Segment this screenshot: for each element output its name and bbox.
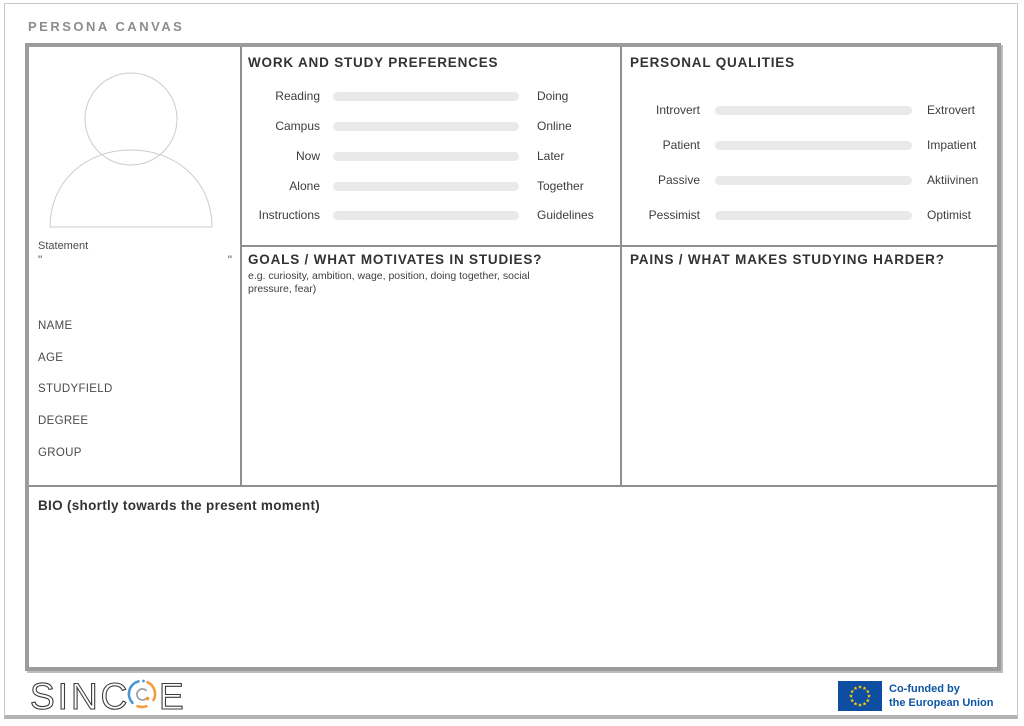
slider-label-left: Pessimist [648, 208, 700, 222]
goals-title: GOALS / WHAT MOTIVATES IN STUDIES? [248, 252, 543, 267]
divider-top-bottom [240, 245, 997, 247]
eu-flag-icon [838, 681, 882, 711]
bio-title: BIO (shortly towards the present moment) [38, 498, 321, 513]
slider-track[interactable] [333, 121, 519, 131]
slider-label-right: Aktiivinen [927, 173, 979, 187]
sincoe-logo-swirl-icon [127, 679, 157, 709]
slider-track[interactable] [715, 210, 912, 220]
slider-row-reading-doing: Reading Doing [242, 88, 620, 104]
slider-track[interactable] [715, 175, 912, 185]
slider-label-left: Alone [289, 179, 320, 193]
eu-funding-line1: Co-funded by [889, 683, 960, 695]
field-label-name: NAME [38, 320, 73, 332]
slider-row-patient-impatient: Patient Impatient [630, 137, 990, 153]
slider-label-right: Later [537, 149, 565, 163]
slider-row-alone-together: Alone Together [242, 178, 620, 194]
person-silhouette-icon [49, 72, 213, 228]
slider-row-now-later: Now Later [242, 148, 620, 164]
slider-label-right: Impatient [927, 138, 977, 152]
work-preferences-title: WORK AND STUDY PREFERENCES [248, 55, 499, 70]
pains-input-area[interactable] [626, 275, 994, 482]
pains-title: PAINS / WHAT MAKES STUDYING HARDER? [630, 252, 945, 267]
field-label-studyfield: STUDYFIELD [38, 383, 113, 395]
slider-row-introvert-extrovert: Introvert Extrovert [630, 102, 990, 118]
statement-input-area[interactable] [38, 265, 234, 315]
slider-label-left: Patient [662, 138, 700, 152]
eu-funding-line2: the European Union [889, 696, 994, 709]
slider-row-campus-online: Campus Online [242, 118, 620, 134]
slider-track[interactable] [715, 140, 912, 150]
page-border [4, 3, 1018, 719]
slider-label-left: Passive [657, 173, 700, 187]
personal-qualities-title: PERSONAL QUALITIES [630, 55, 795, 70]
slider-label-left: Now [295, 149, 320, 163]
persona-canvas: Statement " " NAME AGE STUDYFIELD DEGREE… [25, 43, 1001, 671]
slider-track[interactable] [333, 91, 519, 101]
slider-label-left: Introvert [655, 103, 700, 117]
slider-track[interactable] [715, 105, 912, 115]
slider-row-pessimist-optimist: Pessimist Optimist [630, 207, 990, 223]
slider-label-right: Together [537, 179, 584, 193]
slider-label-left: Instructions [258, 208, 320, 222]
quote-open: " [38, 253, 43, 267]
svg-text:E: E [159, 676, 184, 717]
sincoe-logo-text: SINC E [30, 676, 184, 718]
slider-track[interactable] [333, 181, 519, 191]
divider-left-middle [240, 47, 242, 485]
slider-label-right: Optimist [927, 208, 972, 222]
slider-track[interactable] [333, 151, 519, 161]
goals-subtitle: e.g. curiosity, ambition, wage, position… [248, 270, 530, 295]
slider-row-instructions-guidelines: Instructions Guidelines [242, 207, 620, 223]
field-label-group: GROUP [38, 447, 82, 459]
slider-label-right: Extrovert [927, 103, 976, 117]
goals-input-area[interactable] [244, 297, 618, 482]
quote-close: " [227, 253, 232, 267]
sincoe-logo: SINC E [30, 676, 184, 718]
divider-bio [29, 485, 997, 487]
slider-label-right: Guidelines [537, 208, 594, 222]
slider-label-right: Online [537, 119, 572, 133]
field-label-degree: DEGREE [38, 415, 89, 427]
bio-input-area[interactable] [38, 517, 988, 662]
divider-middle-right [620, 47, 622, 485]
slider-label-right: Doing [537, 89, 569, 103]
svg-text:SINC: SINC [30, 676, 130, 717]
slider-label-left: Campus [275, 119, 320, 133]
slider-track[interactable] [333, 210, 519, 220]
field-label-age: AGE [38, 352, 64, 364]
statement-label: Statement [38, 240, 89, 252]
slider-label-left: Reading [275, 89, 320, 103]
page-title: PERSONA CANVAS [28, 19, 185, 34]
eu-funding-text: Co-funded by the European Union [889, 683, 994, 710]
slider-row-passive-active: Passive Aktiivinen [630, 172, 990, 188]
statement-quote-row: " " [38, 253, 232, 267]
